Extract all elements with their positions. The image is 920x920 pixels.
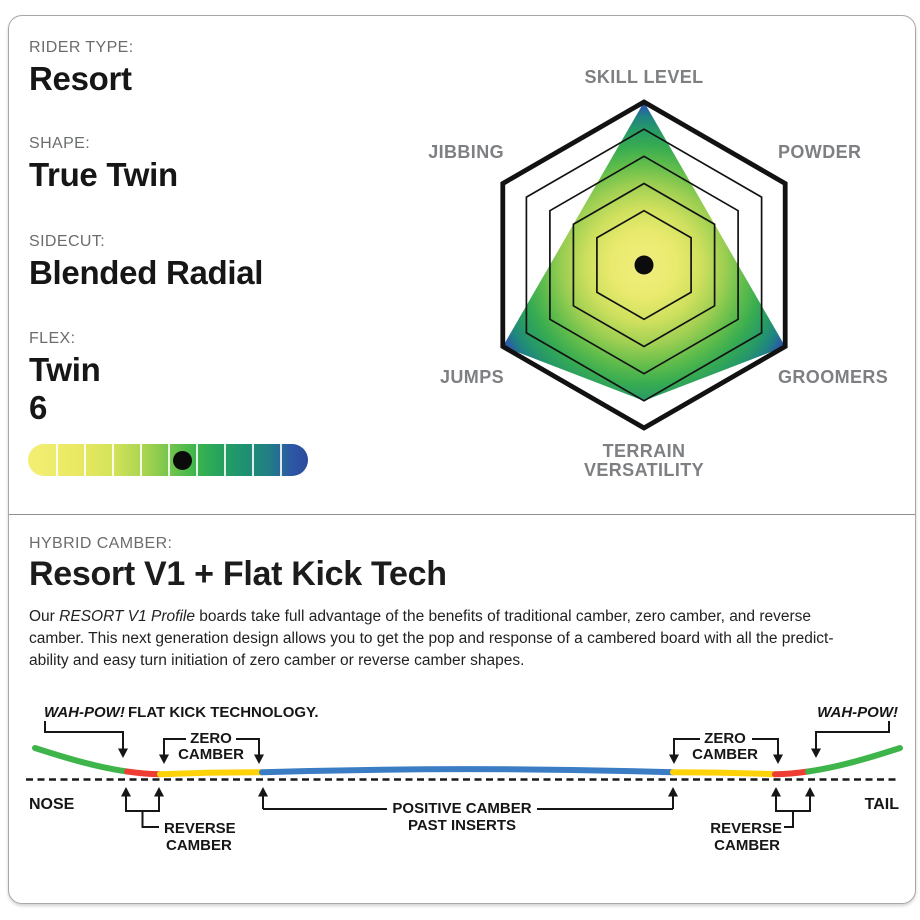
camber-title: Resort V1 + Flat Kick Tech	[29, 555, 447, 593]
reverse-right-bracket	[775, 796, 811, 812]
positive-camber-line2: PAST INSERTS	[408, 817, 516, 834]
radar-label-groomers: GROOMERS	[778, 367, 889, 387]
flex-value: Twin 6	[29, 351, 101, 427]
zero-camber-segment-left	[157, 769, 265, 778]
camber-desc-pre: Our	[29, 608, 60, 625]
positive-camber-segment	[259, 766, 676, 776]
flat-kick-label: FLAT KICK TECHNOLOGY.	[128, 704, 319, 721]
camber-description-line2: camber. This next generation design allo…	[29, 630, 834, 647]
zero-camber-segment-right	[670, 769, 778, 778]
flex-segment-divider	[168, 444, 170, 476]
reverse-left-elbow	[141, 811, 159, 828]
positive-camber-line1: POSITIVE CAMBER	[392, 800, 531, 817]
radar-label-skill-level: SKILL LEVEL	[584, 67, 704, 87]
flex-segment-divider	[224, 444, 226, 476]
arrowhead-down-icon	[118, 748, 128, 758]
reverse-right-elbow	[784, 811, 794, 828]
nose-label: NOSE	[29, 796, 75, 813]
annotation-lines	[44, 721, 890, 828]
reverse-camber-left-line1: REVERSE	[164, 820, 236, 837]
shape-label: SHAPE:	[29, 135, 91, 152]
arrowhead-up-icon	[771, 787, 781, 797]
arrowhead-down-icon	[254, 754, 264, 764]
camber-desc-rest: boards take full advantage of the benefi…	[194, 608, 812, 625]
sidecut-label: SIDECUT:	[29, 233, 106, 250]
arrowhead-up-icon	[121, 787, 131, 797]
wah-pow-right-label: WAH-POW!	[817, 704, 898, 721]
flex-value-line1: Twin	[29, 351, 101, 388]
radar-label-powder: POWDER	[778, 142, 862, 162]
radar-chart-svg	[500, 99, 788, 431]
zero-camber-left-line2: CAMBER	[178, 746, 244, 763]
radar-ring	[549, 155, 739, 375]
reverse-camber-segment-left	[124, 768, 163, 778]
tail-kick-segment	[805, 745, 903, 775]
zero-right-arrow-a	[673, 738, 700, 756]
zero-camber-right-line1: ZERO	[704, 730, 746, 747]
sidecut-value: Blended Radial	[29, 254, 264, 291]
flat-kick-pointer-right	[815, 721, 890, 750]
flex-segment-divider	[196, 444, 198, 476]
hybrid-camber-label: HYBRID CAMBER:	[29, 535, 173, 552]
flex-value-line2: 6	[29, 389, 48, 426]
zero-left-arrow-a	[163, 738, 186, 756]
reverse-camber-segment-right	[772, 768, 811, 778]
radar-ring	[572, 182, 716, 348]
arrowhead-down-icon	[669, 754, 679, 764]
nose-kick-segment	[32, 745, 130, 775]
flex-segment-divider	[140, 444, 142, 476]
rider-type-label: RIDER TYPE:	[29, 39, 134, 56]
camber-description-line3: ability and easy turn initiation of zero…	[29, 652, 525, 669]
flex-scale-bar	[28, 444, 308, 476]
zero-camber-left-line1: ZERO	[190, 730, 232, 747]
radar-label-jibbing: JIBBING	[428, 142, 504, 162]
tail-label: TAIL	[865, 796, 900, 813]
reverse-camber-right-line1: REVERSE	[710, 820, 782, 837]
arrowhead-up-icon	[258, 787, 268, 797]
flex-segment-divider	[112, 444, 114, 476]
zero-camber-right-line2: CAMBER	[692, 746, 758, 763]
arrowhead-down-icon	[773, 754, 783, 764]
camber-desc-italic: RESORT V1 Profile	[59, 608, 195, 625]
reverse-camber-right-line2: CAMBER	[714, 837, 780, 854]
flex-segment-divider	[280, 444, 282, 476]
radar-data-polygon	[502, 102, 786, 401]
shape-value: True Twin	[29, 156, 178, 193]
radar-ring	[525, 128, 763, 402]
radar-ring	[596, 209, 692, 321]
arrowhead-up-icon	[668, 787, 678, 797]
spec-card: RIDER TYPE: Resort SHAPE: True Twin SIDE…	[8, 15, 916, 904]
wah-pow-left-label: WAH-POW!	[44, 704, 125, 721]
camber-description-line1: Our RESORT V1 Profile boards take full a…	[29, 606, 909, 628]
arrowhead-down-icon	[159, 754, 169, 764]
zero-right-arrow-b	[752, 738, 779, 756]
radar-label-terrain-versatility: TERRAIN VERSATILITY	[583, 441, 705, 480]
flex-value-dot	[172, 450, 192, 470]
camber-profile-diagram: WAH-POW! FLAT KICK TECHNOLOGY. WAH-POW! …	[26, 704, 903, 854]
radar-label-jumps: JUMPS	[439, 367, 504, 387]
flex-segment-divider	[252, 444, 254, 476]
radar-center-dot	[634, 255, 654, 275]
arrowhead-up-icon	[154, 787, 164, 797]
radar-outer-ring	[500, 99, 788, 431]
flex-segment-divider	[84, 444, 86, 476]
arrowheads	[118, 748, 821, 797]
flex-segment-divider	[56, 444, 58, 476]
section-divider	[9, 514, 915, 515]
reverse-camber-left-line2: CAMBER	[166, 837, 232, 854]
camber-description: Our RESORT V1 Profile boards take full a…	[29, 606, 909, 672]
reverse-left-bracket	[125, 796, 160, 812]
board-profile	[32, 745, 903, 778]
rider-type-value: Resort	[29, 60, 132, 97]
flat-kick-pointer-left	[44, 721, 124, 750]
flex-label: FLEX:	[29, 330, 76, 347]
arrowhead-up-icon	[805, 787, 815, 797]
zero-left-arrow-b	[236, 738, 260, 756]
arrowhead-down-icon	[811, 748, 821, 758]
